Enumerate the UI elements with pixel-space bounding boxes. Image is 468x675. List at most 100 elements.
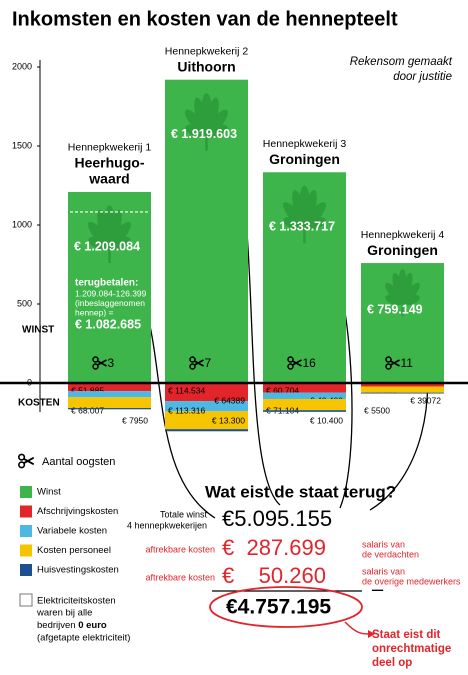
cost-segment xyxy=(361,383,444,387)
y-tick-label: 1000 xyxy=(12,219,32,229)
leaf-part xyxy=(205,134,208,151)
calc-total: €5.095.155 xyxy=(222,506,332,531)
value-label: € 759.149 xyxy=(367,302,423,316)
leaf-icon xyxy=(283,185,326,244)
scissors-part xyxy=(97,359,107,367)
scissors-part xyxy=(194,359,204,367)
cost-label: € 51.885 xyxy=(71,385,104,395)
leaf-part xyxy=(401,303,404,317)
scissors-part xyxy=(18,461,26,469)
legend-note: (afgetapte elektriciteit) xyxy=(37,633,130,644)
conclusion: deel op xyxy=(372,657,412,669)
cost-segment xyxy=(263,410,346,412)
calc-note: de overige medewerkers xyxy=(362,576,461,586)
cost-label: € 68.007 xyxy=(71,405,104,415)
harvest-count: 16 xyxy=(303,356,317,370)
cost-label: € 39072 xyxy=(410,395,441,405)
legend-label: Huisvestingskosten xyxy=(37,565,119,576)
leaf-icon xyxy=(88,205,131,263)
harvest-count: 7 xyxy=(205,356,212,370)
note: door justitie xyxy=(393,71,452,83)
cost-label: € 113.316 xyxy=(168,405,205,415)
legend-note: waren bij alle xyxy=(36,608,92,619)
legend-label: Aantal oogsten xyxy=(42,456,115,468)
cost-label: € 64389 xyxy=(214,395,245,405)
category-label: Hennepkwekerij 4 xyxy=(361,229,445,241)
leaf-part xyxy=(206,124,228,138)
legend-note: Elektriciteitskosten xyxy=(37,596,116,607)
scissors-icon xyxy=(189,356,204,370)
cost-label: € 5500 xyxy=(364,405,390,415)
legend-swatch xyxy=(20,544,32,557)
axis-label: WINST xyxy=(22,325,54,336)
leaf-part xyxy=(303,227,306,244)
leaf-part xyxy=(304,216,326,230)
cost-segment xyxy=(165,383,248,402)
repayment-text: hennep) = xyxy=(75,307,114,317)
legend-swatch xyxy=(20,486,32,498)
scissors-part xyxy=(390,359,400,367)
harvest-count: 11 xyxy=(401,356,414,370)
note: Rekensom gemaakt xyxy=(350,56,453,68)
calc-note: salaris van xyxy=(362,539,405,549)
calc-label: 4 hennepkwekerijen xyxy=(127,520,207,530)
y-tick-label: 500 xyxy=(17,298,32,308)
conclusion: onrechtmatige xyxy=(372,643,451,655)
repayment-label: terugbetalen: xyxy=(75,278,138,289)
legend-swatch xyxy=(19,593,33,607)
cost-label: € 7950 xyxy=(122,415,148,425)
leaf-part xyxy=(108,246,111,263)
repayment-value: € 1.082.685 xyxy=(75,317,141,331)
cost-segment xyxy=(68,408,151,410)
calc-note: de verdachten xyxy=(362,549,419,559)
cost-label: € 10.400 xyxy=(310,415,343,425)
category-label: Hennepkwekerij 2 xyxy=(165,45,249,57)
repayment-text: 1.209.084-126.399 xyxy=(75,288,147,298)
y-tick-label: 1500 xyxy=(12,140,32,150)
calc-amount: € 287.699 xyxy=(222,535,326,560)
calc-label: aftrekbare kosten xyxy=(145,544,215,554)
cost-label: € 13.300 xyxy=(212,415,245,425)
scissors-icon xyxy=(287,356,302,370)
scissors-part xyxy=(92,363,99,370)
value-label: € 1.919.603 xyxy=(171,127,237,141)
scissors-part xyxy=(385,356,392,363)
legend-label: Afschrijvingskosten xyxy=(37,506,118,517)
legend-swatch xyxy=(20,525,32,537)
calc-minus: – xyxy=(372,578,384,600)
value-label: € 1.333.717 xyxy=(269,220,335,234)
scissors-icon xyxy=(385,356,400,370)
axis-label: KOSTEN xyxy=(18,398,60,409)
calc-label: aftrekbare kosten xyxy=(145,572,215,582)
calc-note: salaris van xyxy=(362,566,405,576)
cost-label: € 114.534 xyxy=(168,385,205,395)
scissors-part xyxy=(23,456,35,466)
cost-segment xyxy=(68,383,151,392)
cost-segment xyxy=(165,429,248,432)
arrow-head xyxy=(368,630,375,638)
scissors-part xyxy=(287,363,294,370)
cost-segment xyxy=(165,411,248,430)
conclusion: Staat eist dit xyxy=(372,629,441,641)
result-circle xyxy=(209,586,363,628)
legend-note: bedrijven xyxy=(37,620,76,631)
y-tick-label: 2000 xyxy=(12,61,32,71)
cost-segment xyxy=(68,397,151,409)
category-label: Hennepkwekerij 3 xyxy=(263,138,347,150)
legend-note: bedrijven 0 euro xyxy=(37,620,107,631)
cost-segment xyxy=(263,398,346,411)
scissors-part xyxy=(287,356,294,363)
leaf-part xyxy=(107,209,122,248)
location-label: Groningen xyxy=(367,242,438,258)
legend-note: 0 euro xyxy=(78,620,107,631)
arrow xyxy=(344,621,369,635)
calc-result: €4.757.195 xyxy=(226,596,331,619)
scissors-part xyxy=(18,453,26,461)
harvest-count: 3 xyxy=(108,356,115,370)
calc-amount: € 50.260 xyxy=(222,563,326,588)
category-label: Hennepkwekerij 1 xyxy=(68,142,152,154)
location-label: waard xyxy=(88,171,129,187)
legend-swatch xyxy=(20,505,32,518)
location-label: Heerhugo- xyxy=(75,155,145,171)
legend-label: Variabele kosten xyxy=(37,526,107,537)
